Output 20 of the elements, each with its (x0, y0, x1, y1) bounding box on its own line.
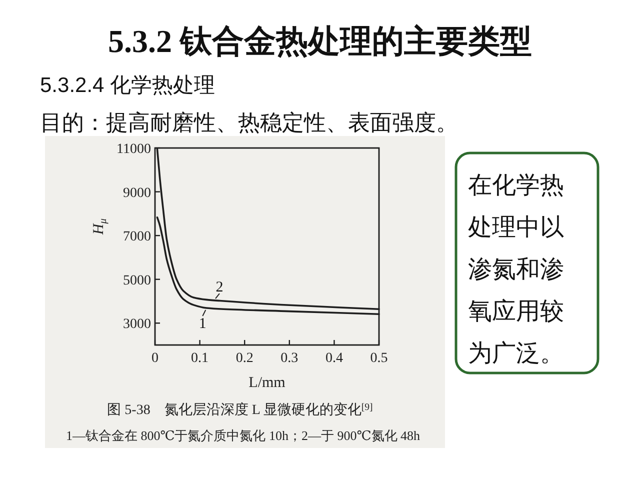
annotation: 2 (216, 280, 224, 296)
chart-title: 5.3.2 钛合金热处理的主要类型 (108, 23, 532, 59)
y-tick-label: 9000 (123, 186, 151, 201)
annotation: 1 (198, 316, 206, 332)
x-tick-label: 0.4 (325, 351, 343, 366)
chart-subtitle: 5.3.2.4 化学热处理 (40, 74, 216, 97)
caption: 图 5-38 氮化层沿深度 L 显微硬化的变化$^{[9]}$ (107, 402, 373, 418)
text: 在化学热处理中以渗氮和渗氧应用较为广泛。 (468, 172, 564, 367)
y-tick-label: 5000 (123, 273, 151, 288)
x-tick-label: 0.1 (191, 351, 209, 366)
x-tick-label: 0.2 (236, 351, 254, 366)
y-tick-label: 7000 (123, 230, 151, 245)
y-tick-label: 11000 (116, 142, 151, 157)
x-tick-label: 0 (152, 351, 158, 366)
text: 目的：提高耐磨性、热稳定性、表面强度。 (40, 110, 458, 135)
y-tick-label: 3000 (123, 317, 151, 332)
text: 1—钛合金在 800℃于氮介质中氮化 10h；2—于 900℃氮化 48h (66, 428, 421, 443)
x-tick-label: 0.3 (280, 351, 298, 366)
x-tick-label: 0.5 (370, 351, 388, 366)
x-axis-title: L/mm (248, 375, 286, 391)
